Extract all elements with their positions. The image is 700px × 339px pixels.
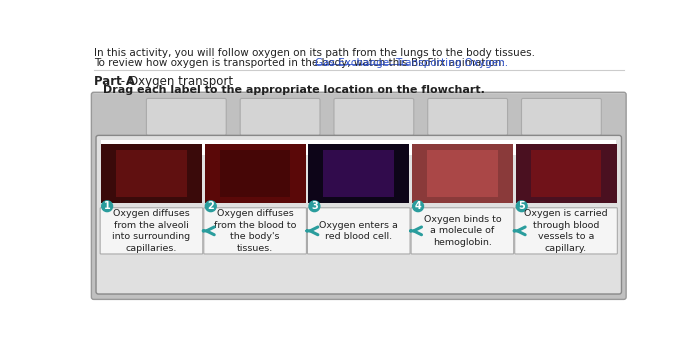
Text: To review how oxygen is transported in the body, watch this BioFlix animation:: To review how oxygen is transported in t… [94,58,508,67]
Text: 4: 4 [414,201,421,211]
FancyBboxPatch shape [96,135,622,294]
Circle shape [309,201,320,212]
FancyBboxPatch shape [102,140,616,155]
FancyBboxPatch shape [514,208,617,254]
Bar [323,150,394,197]
Circle shape [517,201,527,212]
Text: Oxygen diffuses
from the alveoli
into surrounding
capillaries.: Oxygen diffuses from the alveoli into su… [113,209,190,253]
Bar [427,150,498,197]
Bar [515,144,617,203]
FancyBboxPatch shape [334,98,414,135]
FancyBboxPatch shape [100,208,203,254]
Bar [531,150,601,197]
FancyBboxPatch shape [146,98,226,135]
Text: Part A: Part A [94,75,134,87]
Text: Oxygen diffuses
from the blood to
the body's
tissues.: Oxygen diffuses from the blood to the bo… [214,209,296,253]
FancyBboxPatch shape [428,98,508,135]
Text: Oxygen enters a
red blood cell.: Oxygen enters a red blood cell. [319,221,398,241]
Circle shape [205,201,216,212]
Text: 2: 2 [207,201,214,211]
Text: In this activity, you will follow oxygen on its path from the lungs to the body : In this activity, you will follow oxygen… [94,48,535,58]
Text: Drag each label to the appropriate location on the flowchart.: Drag each label to the appropriate locat… [103,84,485,95]
Text: Oxygen binds to
a molecule of
hemoglobin.: Oxygen binds to a molecule of hemoglobin… [424,215,501,247]
Bar [101,144,202,203]
Bar [116,150,187,197]
Bar [412,144,513,203]
Bar [204,144,306,203]
FancyBboxPatch shape [240,98,320,135]
Bar [220,150,290,197]
Circle shape [412,201,423,212]
Text: Oxygen is carried
through blood
vessels to a
capillary.: Oxygen is carried through blood vessels … [524,209,608,253]
Text: 1: 1 [104,201,111,211]
FancyBboxPatch shape [411,208,514,254]
Text: Gas Exchange: Transporting Oxygen.: Gas Exchange: Transporting Oxygen. [315,58,508,67]
Text: 5: 5 [518,201,525,211]
Circle shape [102,201,113,212]
Bar [308,144,410,203]
Text: - Oxygen transport: - Oxygen transport [117,75,233,87]
FancyBboxPatch shape [522,98,601,135]
FancyBboxPatch shape [307,208,410,254]
FancyBboxPatch shape [204,208,307,254]
Text: 3: 3 [311,201,318,211]
FancyBboxPatch shape [92,92,626,299]
